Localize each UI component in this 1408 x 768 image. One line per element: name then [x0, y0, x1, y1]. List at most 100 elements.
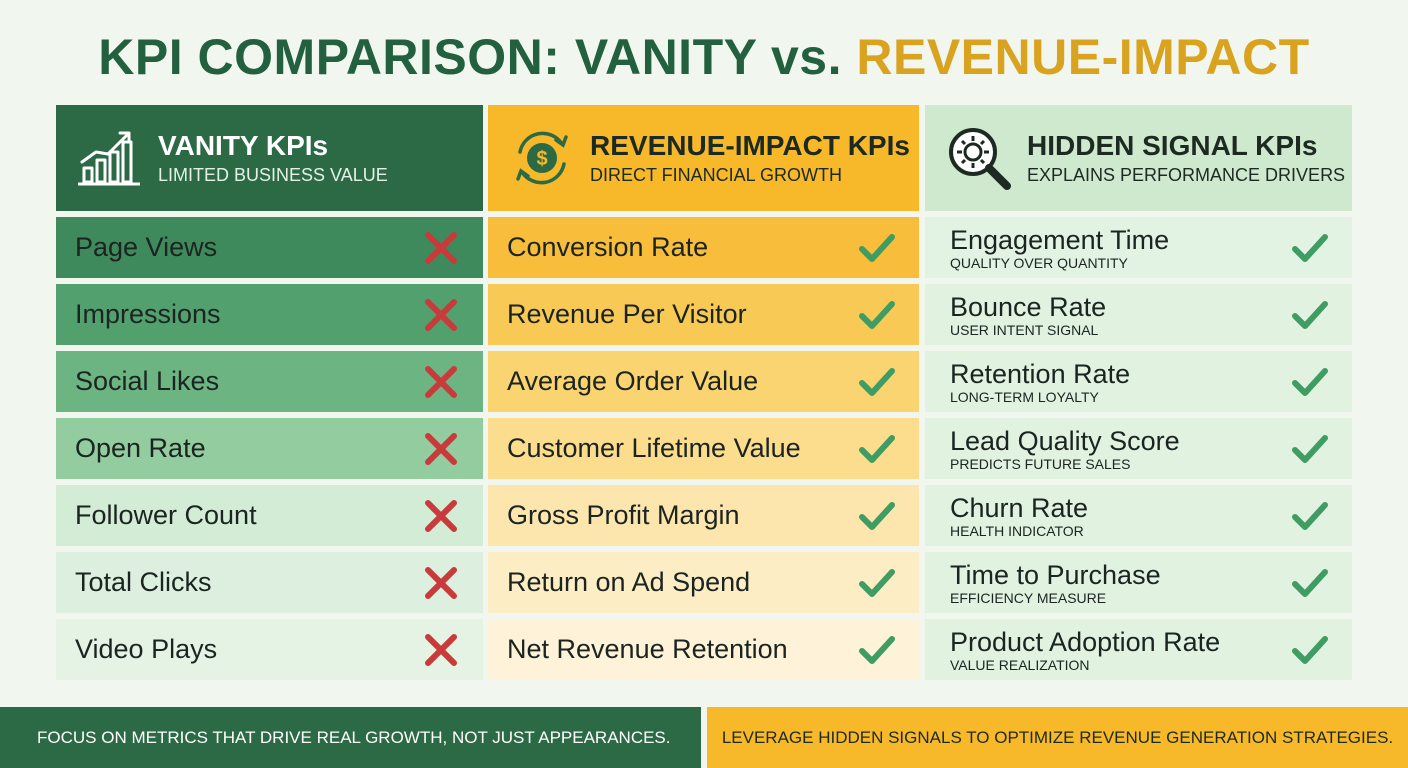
- revenue-kpi-row: Return on Ad Spend: [488, 552, 919, 613]
- page-title: KPI COMPARISON: VANITY vs. REVENUE-IMPAC…: [0, 28, 1408, 86]
- check-icon: [1292, 635, 1328, 664]
- hidden-signal-list: Engagement Time QUALITY OVER QUANTITY Boun…: [925, 217, 1352, 680]
- cross-icon: [425, 566, 457, 599]
- hidden-kpi-row: Product Adoption Rate VALUE REALIZATION: [925, 619, 1352, 680]
- kpi-label: Social Likes: [75, 366, 220, 396]
- kpi-label: Retention Rate: [950, 358, 1131, 389]
- vanity-header: VANITY KPIs LIMITED BUSINESS VALUE: [56, 105, 483, 211]
- kpi-label: Average Order Value: [507, 366, 759, 396]
- cross-icon: [425, 231, 457, 264]
- revenue-list: Conversion Rate Revenue Per Visitor Averag…: [488, 217, 919, 680]
- check-icon: [859, 568, 895, 597]
- kpi-label: Lead Quality Score: [950, 425, 1180, 456]
- footer-left-text: FOCUS ON METRICS THAT DRIVE REAL GROWTH,…: [37, 727, 671, 747]
- kpi-label: Customer Lifetime Value: [507, 433, 801, 463]
- kpi-label: Return on Ad Spend: [507, 567, 751, 597]
- dollar-cycle-icon: $: [516, 131, 568, 185]
- hidden-signal-title: HIDDEN SIGNAL KPIs: [1027, 130, 1318, 161]
- kpi-caption: EFFICIENCY MEASURE: [950, 589, 1107, 606]
- vanity-subtitle: LIMITED BUSINESS VALUE: [158, 165, 388, 185]
- kpi-label: Impressions: [75, 299, 221, 329]
- kpi-text: Product Adoption Rate VALUE REALIZATION: [950, 627, 1220, 673]
- hidden-kpi-row: Churn Rate HEALTH INDICATOR: [925, 485, 1352, 546]
- revenue-kpi-row: Revenue Per Visitor: [488, 284, 919, 345]
- check-icon: [859, 501, 895, 530]
- hidden-signal-header: HIDDEN SIGNAL KPIs EXPLAINS PERFORMANCE …: [925, 105, 1352, 211]
- kpi-text: Engagement Time QUALITY OVER QUANTITY: [950, 225, 1169, 271]
- kpi-caption: VALUE REALIZATION: [950, 656, 1090, 673]
- kpi-caption: LONG-TERM LOYALTY: [950, 388, 1099, 405]
- revenue-column: $ REVENUE-IMPACT KPIs DIRECT FINANCIAL G…: [488, 105, 919, 686]
- kpi-caption: QUALITY OVER QUANTITY: [950, 254, 1128, 271]
- kpi-label: Follower Count: [75, 500, 257, 530]
- hidden-kpi-row: Bounce Rate USER INTENT SIGNAL: [925, 284, 1352, 345]
- page-title-main: KPI COMPARISON: VANITY vs.: [98, 29, 842, 85]
- vanity-kpi-row: Page Views: [56, 217, 483, 278]
- revenue-kpi-row: Net Revenue Retention: [488, 619, 919, 680]
- kpi-label: Total Clicks: [75, 567, 212, 597]
- vanity-kpi-row: Impressions: [56, 284, 483, 345]
- hidden-kpi-row: Lead Quality Score PREDICTS FUTURE SALES: [925, 418, 1352, 479]
- kpi-label: Product Adoption Rate: [950, 626, 1221, 657]
- kpi-text: Time to Purchase EFFICIENCY MEASURE: [950, 560, 1161, 606]
- vanity-kpi-row: Follower Count: [56, 485, 483, 546]
- kpi-label: Conversion Rate: [507, 232, 709, 262]
- growth-chart-icon: [78, 131, 140, 186]
- kpi-label: Net Revenue Retention: [507, 634, 788, 664]
- revenue-kpi-row: Conversion Rate: [488, 217, 919, 278]
- kpi-label: Churn Rate: [950, 492, 1089, 523]
- kpi-text: Bounce Rate USER INTENT SIGNAL: [950, 292, 1106, 338]
- svg-text:$: $: [536, 148, 547, 170]
- gear-magnifier-icon: [949, 128, 1011, 190]
- kpi-label: Gross Profit Margin: [507, 500, 740, 530]
- hidden-kpi-row: Engagement Time QUALITY OVER QUANTITY: [925, 217, 1352, 278]
- kpi-text: Lead Quality Score PREDICTS FUTURE SALES: [950, 426, 1180, 472]
- check-icon: [1292, 367, 1328, 396]
- revenue-subtitle: DIRECT FINANCIAL GROWTH: [590, 165, 843, 185]
- kpi-caption: USER INTENT SIGNAL: [950, 321, 1099, 338]
- check-icon: [859, 434, 895, 463]
- cross-icon: [425, 298, 457, 331]
- revenue-kpi-row: Customer Lifetime Value: [488, 418, 919, 479]
- kpi-text: Retention Rate LONG-TERM LOYALTY: [950, 359, 1130, 405]
- kpi-label: Bounce Rate: [950, 291, 1107, 322]
- kpi-label: Page Views: [75, 232, 218, 262]
- kpi-label: Open Rate: [75, 433, 206, 463]
- revenue-kpi-row: Gross Profit Margin: [488, 485, 919, 546]
- revenue-title: REVENUE-IMPACT KPIs: [590, 130, 910, 161]
- check-icon: [1292, 233, 1328, 262]
- check-icon: [859, 635, 895, 664]
- footer-right-banner: LEVERAGE HIDDEN SIGNALS TO OPTIMIZE REVE…: [707, 707, 1408, 768]
- kpi-caption: HEALTH INDICATOR: [950, 522, 1084, 539]
- footer-right-text: LEVERAGE HIDDEN SIGNALS TO OPTIMIZE REVE…: [721, 727, 1394, 747]
- kpi-label: Video Plays: [75, 634, 218, 664]
- cross-icon: [425, 432, 457, 465]
- kpi-label: Revenue Per Visitor: [507, 299, 747, 329]
- vanity-kpi-row: Open Rate: [56, 418, 483, 479]
- kpi-caption: PREDICTS FUTURE SALES: [950, 455, 1131, 472]
- vanity-kpi-row: Total Clicks: [56, 552, 483, 613]
- revenue-kpi-row: Average Order Value: [488, 351, 919, 412]
- vanity-kpi-row: Video Plays: [56, 619, 483, 680]
- footer-left-banner: FOCUS ON METRICS THAT DRIVE REAL GROWTH,…: [0, 707, 701, 768]
- vanity-column: VANITY KPIs LIMITED BUSINESS VALUE Page …: [56, 105, 483, 686]
- check-icon: [1292, 501, 1328, 530]
- kpi-text: Churn Rate HEALTH INDICATOR: [950, 493, 1088, 539]
- vanity-title: VANITY KPIs: [158, 130, 329, 161]
- hidden-signal-subtitle: EXPLAINS PERFORMANCE DRIVERS: [1027, 165, 1346, 185]
- vanity-kpi-row: Social Likes: [56, 351, 483, 412]
- hidden-kpi-row: Time to Purchase EFFICIENCY MEASURE: [925, 552, 1352, 613]
- hidden-signal-column: HIDDEN SIGNAL KPIs EXPLAINS PERFORMANCE …: [925, 105, 1352, 686]
- cross-icon: [425, 499, 457, 532]
- check-icon: [1292, 568, 1328, 597]
- kpi-label: Time to Purchase: [950, 559, 1161, 590]
- check-icon: [859, 300, 895, 329]
- check-icon: [859, 367, 895, 396]
- cross-icon: [425, 365, 457, 398]
- revenue-header: $ REVENUE-IMPACT KPIs DIRECT FINANCIAL G…: [488, 105, 919, 211]
- check-icon: [859, 233, 895, 262]
- page-title-accent: REVENUE-IMPACT: [856, 29, 1310, 85]
- vanity-list: Page Views Impressions Social Likes Open Ra…: [56, 217, 483, 680]
- check-icon: [1292, 300, 1328, 329]
- hidden-kpi-row: Retention Rate LONG-TERM LOYALTY: [925, 351, 1352, 412]
